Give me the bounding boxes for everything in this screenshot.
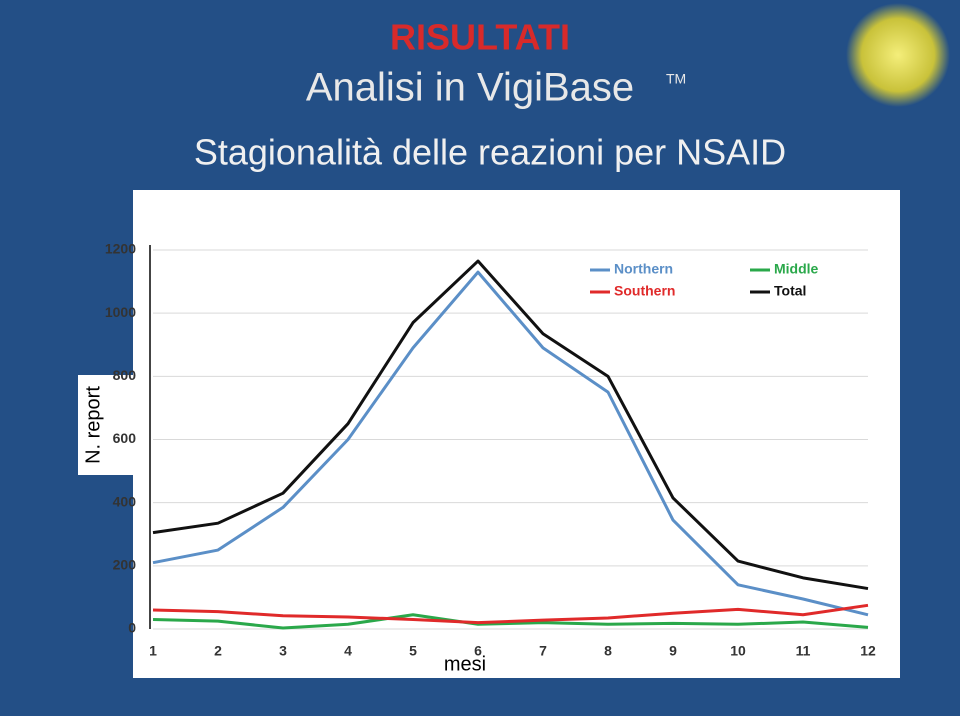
x-tick-label: 8	[604, 643, 612, 659]
y-tick-label: 0	[128, 620, 136, 636]
subheading: Analisi in VigiBase	[306, 66, 634, 110]
decorative-image	[846, 3, 950, 107]
legend-label: Middle	[774, 261, 819, 277]
heading: RISULTATI	[390, 17, 570, 58]
x-axis-label: mesi	[444, 653, 486, 675]
x-tick-label: 3	[279, 643, 287, 659]
x-tick-label: 7	[539, 643, 547, 659]
x-tick-label: 12	[860, 643, 876, 659]
x-tick-label: 9	[669, 643, 677, 659]
y-tick-label: 1200	[105, 241, 136, 257]
x-tick-label: 4	[344, 643, 352, 659]
y-tick-label: 200	[113, 557, 137, 573]
y-axis-label: N. report	[82, 386, 104, 464]
series-line	[152, 270, 869, 617]
x-tick-label: 2	[214, 643, 222, 659]
chart-title: Stagionalità delle reazioni per NSAID	[194, 132, 786, 173]
y-tick-label: 400	[113, 493, 137, 509]
x-tick-label: 6	[474, 643, 482, 659]
x-tick-label: 10	[730, 643, 746, 659]
series-line	[152, 603, 869, 625]
legend-label: Northern	[614, 261, 673, 277]
y-tick-label: 800	[113, 367, 137, 383]
legend-label: Total	[774, 283, 806, 299]
x-tick-label: 5	[409, 643, 417, 659]
legend-label: Southern	[614, 283, 675, 299]
label-panel	[78, 375, 133, 475]
y-tick-label: 600	[113, 430, 137, 446]
y-tick-label: 1000	[105, 304, 136, 320]
series-line	[152, 259, 869, 591]
trademark: TM	[666, 71, 686, 87]
x-tick-label: 11	[796, 643, 811, 659]
series-line	[152, 613, 869, 630]
chart-panel	[133, 190, 900, 678]
x-tick-label: 1	[149, 643, 157, 659]
